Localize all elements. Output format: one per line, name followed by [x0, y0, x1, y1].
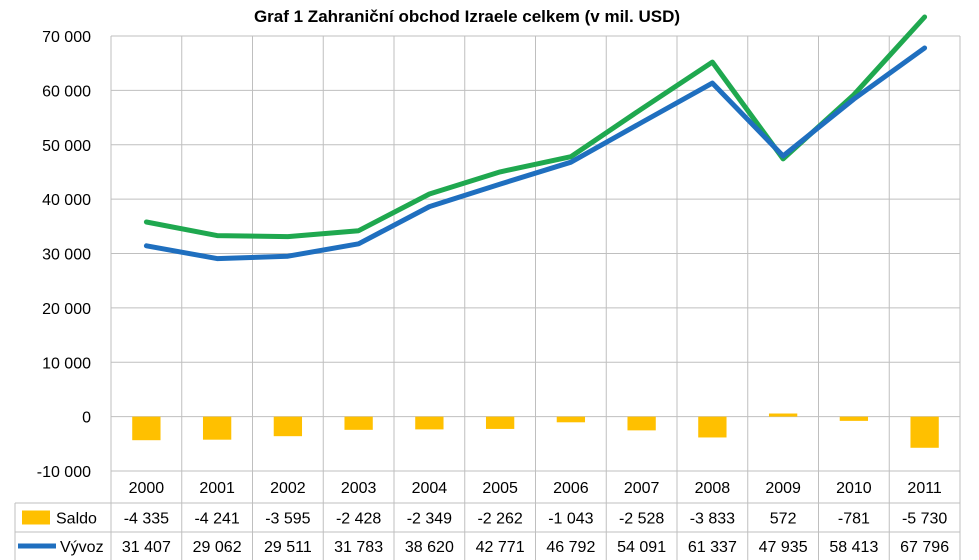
table-cell: -781: [838, 511, 870, 528]
bar-saldo: [415, 416, 444, 430]
bar-saldo: [627, 416, 656, 431]
table-cell: -2 428: [336, 511, 381, 528]
bar-saldo: [273, 416, 303, 437]
x-tick-label: 2004: [412, 480, 448, 497]
table-cell: 58 413: [829, 539, 878, 556]
x-tick-label: 2008: [695, 480, 731, 497]
chart-title: Graf 1 Zahraniční obchod Izraele celkem …: [254, 7, 680, 26]
bar-saldo: [132, 416, 161, 441]
table-cell: -2 262: [477, 511, 522, 528]
legend-label: Vývoz: [60, 539, 104, 556]
y-tick-label: 40 000: [42, 192, 91, 209]
table-cell: -3 595: [265, 511, 310, 528]
legend-label: Saldo: [56, 511, 97, 528]
grid: [14, 35, 961, 560]
bar-saldo: [556, 416, 586, 423]
bar-saldo: [768, 413, 798, 417]
bar-saldo: [910, 416, 939, 448]
y-tick-label: 10 000: [42, 355, 91, 372]
bar-saldo: [485, 416, 515, 429]
table-cell: 47 935: [759, 539, 808, 556]
table-cell: 29 062: [193, 539, 242, 556]
table-cell: 67 796: [900, 539, 949, 556]
table-cell: -3 833: [690, 511, 735, 528]
table-cell: -2 349: [407, 511, 452, 528]
y-tick-label: 20 000: [42, 301, 91, 318]
data-table: 2000 2001 2002 2003 2004 2005 2006 2007 2008 2009…: [18, 480, 949, 556]
table-cell: 42 771: [476, 539, 525, 556]
x-tick-label: 2009: [765, 480, 801, 497]
x-tick-label: 2000: [129, 480, 165, 497]
table-cell: -1 043: [548, 511, 593, 528]
saldo-bars: [132, 413, 939, 448]
x-tick-label: 2007: [624, 480, 660, 497]
x-tick-label: 2001: [199, 480, 235, 497]
x-tick-label: 2010: [836, 480, 872, 497]
bar-saldo: [344, 416, 373, 430]
table-cell: -5 730: [902, 511, 947, 528]
x-tick-label: 2002: [270, 480, 306, 497]
table-cell: -4 241: [194, 511, 239, 528]
y-tick-label: 70 000: [42, 29, 91, 46]
bar-saldo: [839, 416, 869, 421]
table-cell: 572: [770, 511, 797, 528]
table-cell: -2 528: [619, 511, 664, 528]
y-tick-label: 0: [82, 410, 91, 427]
table-cell: 38 620: [405, 539, 454, 556]
table-cell: -4 335: [124, 511, 169, 528]
y-axis-ticks: -10 000 0 10 000 20 000 30 000 40 000 50 000 60…: [37, 29, 91, 481]
y-tick-label: -10 000: [37, 464, 91, 481]
y-tick-label: 50 000: [42, 138, 91, 155]
table-cell: 31 783: [334, 539, 383, 556]
legend-key-saldo: [22, 510, 50, 525]
series-line-vyvoz: [143, 45, 928, 262]
table-cell: 61 337: [688, 539, 737, 556]
y-tick-label: 60 000: [42, 83, 91, 100]
table-cell: 54 091: [617, 539, 666, 556]
bar-saldo: [698, 416, 727, 438]
table-cell: 29 511: [264, 539, 312, 556]
x-tick-label: 2011: [907, 480, 942, 497]
table-cell: 46 792: [546, 539, 595, 556]
bar-saldo: [202, 416, 232, 440]
table-cell: 31 407: [122, 539, 171, 556]
x-tick-label: 2006: [553, 480, 589, 497]
lines: [143, 14, 928, 262]
x-tick-label: 2003: [341, 480, 377, 497]
y-tick-label: 30 000: [42, 247, 91, 264]
x-tick-label: 2005: [482, 480, 518, 497]
